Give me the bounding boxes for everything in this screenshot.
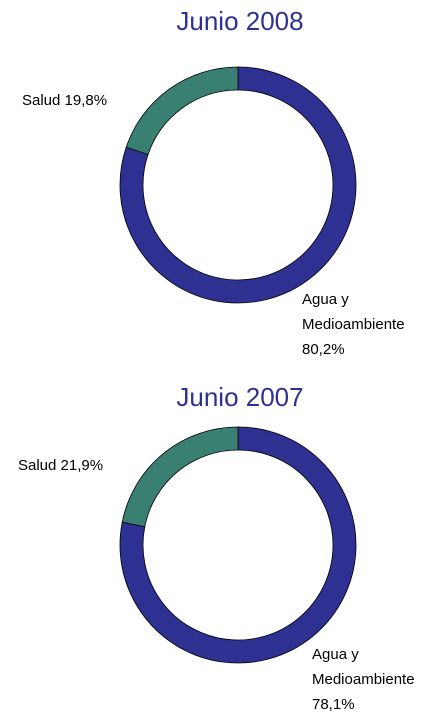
slice-label: Salud 19,8% xyxy=(22,88,107,113)
slice-value: 19,8% xyxy=(64,92,108,109)
chart-title: Junio 2008 xyxy=(176,6,304,36)
slice-category: Salud xyxy=(22,92,61,109)
donut-slice xyxy=(119,66,357,304)
slice-value: 78,1% xyxy=(312,696,355,713)
slice-label: Agua y Medioambiente 80,2% xyxy=(302,287,432,362)
slice-category: Agua y Medioambiente xyxy=(302,291,405,333)
slice-category: Salud xyxy=(18,457,57,474)
donut-slice xyxy=(121,426,239,528)
donut-slice xyxy=(119,426,357,664)
donut-slice xyxy=(125,66,239,156)
slice-label: Salud 21,9% xyxy=(18,453,103,478)
slice-value: 80,2% xyxy=(302,341,345,358)
slice-category: Agua y Medioambiente xyxy=(312,646,415,688)
chart-title: Junio 2007 xyxy=(176,382,304,412)
slice-value: 21,9% xyxy=(60,457,104,474)
slice-label: Agua y Medioambiente 78,1% xyxy=(312,642,442,717)
